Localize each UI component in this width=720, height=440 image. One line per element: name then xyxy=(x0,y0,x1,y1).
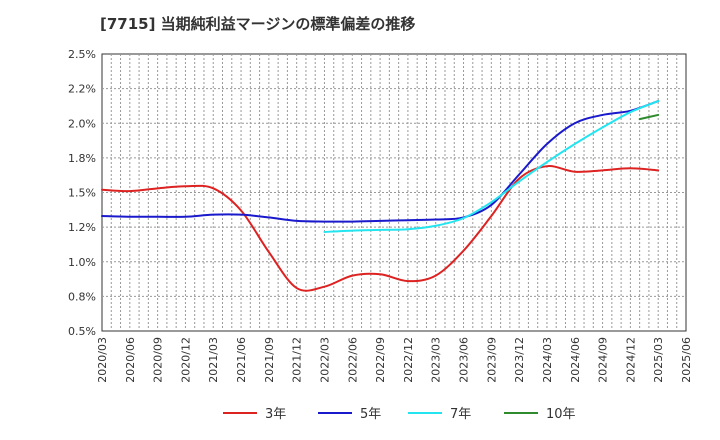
legend-label-1: 3年 xyxy=(265,407,286,422)
x-tick-label: 2021/06 xyxy=(235,337,248,383)
y-tick-label: 2.2% xyxy=(68,83,96,96)
x-tick-label: 2023/12 xyxy=(513,337,526,383)
y-tick-label: 0.8% xyxy=(68,290,96,303)
legend-label-4: 10年 xyxy=(546,407,576,422)
x-axis: 2020/03 2020/06 2020/09 2020/12 2021/03 2021/… xyxy=(96,337,693,383)
x-tick-label: 2022/03 xyxy=(318,337,331,383)
x-tick-label: 2025/06 xyxy=(680,337,693,383)
x-tick-label: 2020/06 xyxy=(124,337,137,383)
x-tick-label: 2022/12 xyxy=(402,337,415,383)
x-tick-label: 2023/06 xyxy=(458,337,471,383)
series-line-4 xyxy=(638,113,660,121)
y-tick-label: 1.8% xyxy=(68,152,96,165)
x-tick-label: 2024/12 xyxy=(624,337,637,383)
x-tick-label: 2021/12 xyxy=(291,337,304,383)
y-tick-label: 2.5% xyxy=(68,48,96,61)
x-tick-label: 2022/06 xyxy=(346,337,359,383)
x-tick-label: 2024/06 xyxy=(569,337,582,383)
x-tick-label: 2021/09 xyxy=(263,337,276,383)
grid xyxy=(102,54,686,331)
series-line-3 xyxy=(323,100,660,233)
series-layer xyxy=(101,100,660,292)
x-tick-label: 2023/03 xyxy=(430,337,443,383)
y-tick-label: 1.5% xyxy=(68,187,96,200)
x-tick-label: 2021/03 xyxy=(207,337,220,383)
y-tick-label: 1.0% xyxy=(68,256,96,269)
y-tick-label: 2.0% xyxy=(68,117,96,130)
x-tick-label: 2020/09 xyxy=(152,337,165,383)
legend: 3年 5年 7年 10年 xyxy=(223,407,576,422)
x-tick-label: 2024/03 xyxy=(541,337,554,383)
series-line-1 xyxy=(101,165,660,292)
chart-title: [7715] 当期純利益マージンの標準偏差の推移 xyxy=(100,15,415,33)
y-tick-label: 1.2% xyxy=(68,221,96,234)
x-tick-label: 2025/03 xyxy=(652,337,665,383)
y-tick-label: 0.5% xyxy=(68,325,96,338)
series-line-2 xyxy=(101,100,660,223)
x-tick-label: 2020/03 xyxy=(96,337,109,383)
x-tick-label: 2022/09 xyxy=(374,337,387,383)
y-axis: 0.5% 0.8% 1.0% 1.2% 1.5% 1.8% 2.0% 2.2% 2.5% xyxy=(68,48,96,338)
legend-label-2: 5年 xyxy=(360,407,381,422)
x-tick-label: 2020/12 xyxy=(179,337,192,383)
x-tick-label: 2024/09 xyxy=(597,337,610,383)
x-tick-label: 2023/09 xyxy=(485,337,498,383)
legend-label-3: 7年 xyxy=(450,407,471,422)
